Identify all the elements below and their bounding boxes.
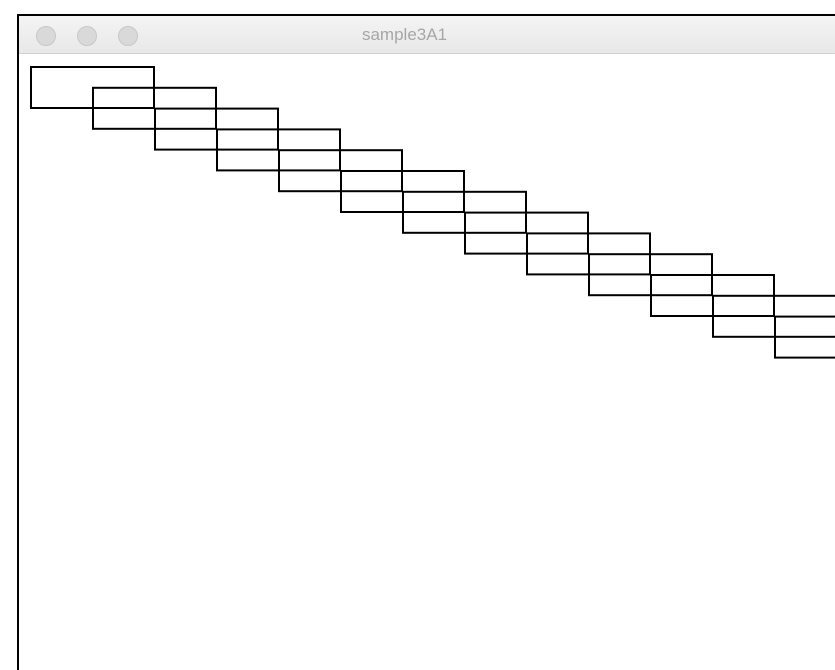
app-window: sample3A1: [17, 14, 835, 670]
window-title: sample3A1: [361, 25, 448, 44]
zoom-button[interactable]: [118, 26, 138, 46]
sketch-drawing: [30, 66, 835, 359]
close-button[interactable]: [36, 26, 56, 46]
title-bar[interactable]: sample3A1: [19, 16, 835, 54]
sketch-rectangle: [774, 315, 835, 359]
minimize-button[interactable]: [77, 26, 97, 46]
sketch-canvas[interactable]: [19, 54, 835, 670]
